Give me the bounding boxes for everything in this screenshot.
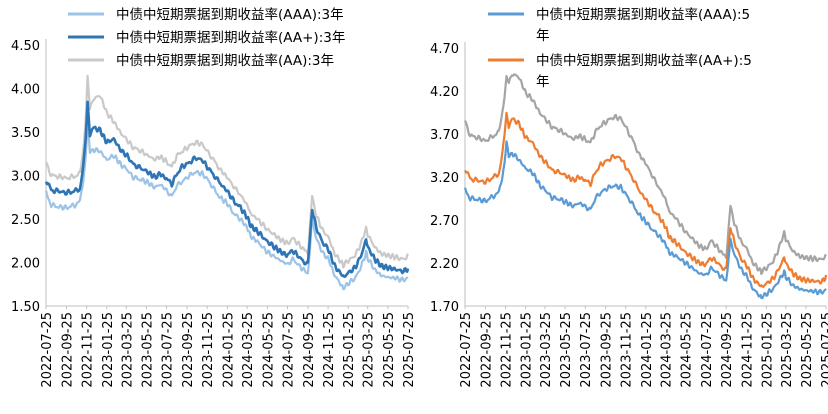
legend-label: 中债中短期票据到期收益率(AAA):5 (536, 6, 750, 23)
x-tick-label: 2024-01-25 (640, 312, 655, 388)
x-tick-label: 2023-09-25 (181, 312, 196, 388)
x-tick-label: 2024-05-25 (680, 312, 695, 388)
y-tick-label: 4.00 (11, 83, 40, 98)
x-tick-label: 2023-05-25 (559, 312, 574, 388)
y-tick-label: 2.00 (11, 257, 40, 272)
x-tick-label: 2022-07-25 (459, 312, 474, 388)
x-tick-label: 2022-07-25 (40, 312, 55, 388)
x-tick-label: 2023-07-25 (579, 312, 594, 388)
x-tick-label: 2023-01-25 (101, 312, 116, 388)
series-line-1 (463, 140, 827, 300)
x-tick-label: 2024-07-25 (281, 312, 296, 388)
y-tick-label: 4.50 (11, 39, 40, 54)
x-tick-label: 2023-03-25 (120, 312, 135, 388)
legend-label-wrap: 年 (536, 74, 550, 90)
y-tick-label: 4.70 (430, 42, 459, 57)
x-tick-label: 2024-01-25 (221, 312, 236, 388)
series-line-1 (44, 120, 409, 291)
x-tick-label: 2022-11-25 (81, 312, 96, 388)
x-tick-label: 2022-09-25 (60, 312, 75, 388)
y-tick-label: 2.20 (430, 257, 459, 272)
x-tick-label: 2023-03-25 (539, 312, 554, 388)
x-tick-label: 2023-11-25 (620, 312, 635, 388)
x-tick-label: 2025-01-25 (760, 312, 775, 388)
legend-label-wrap: 年 (536, 28, 550, 44)
x-tick-label: 2024-05-25 (261, 312, 276, 388)
x-tick-label: 2024-03-25 (241, 312, 256, 388)
x-tick-label: 2023-07-25 (161, 312, 176, 388)
x-tick-label: 2024-03-25 (660, 312, 675, 388)
x-tick-label: 2025-07-25 (820, 312, 828, 388)
x-tick-label: 2024-11-25 (322, 312, 337, 388)
legend-label: 中债中短期票据到期收益率(AAA):3年 (116, 6, 344, 23)
y-tick-label: 3.20 (430, 171, 459, 186)
legend-label: 中债中短期票据到期收益率(AA+):5 (536, 52, 752, 69)
x-tick-label: 2025-05-25 (800, 312, 815, 388)
y-tick-label: 1.50 (11, 300, 40, 315)
x-tick-label: 2024-09-25 (302, 312, 317, 388)
x-tick-label: 2023-09-25 (600, 312, 615, 388)
x-tick-label: 2024-07-25 (700, 312, 715, 388)
y-tick-label: 3.00 (11, 170, 40, 185)
series-line-2 (464, 111, 828, 288)
legend-label: 中债中短期票据到期收益率(AA+):3年 (116, 29, 345, 46)
x-tick-label: 2025-03-25 (780, 312, 795, 388)
x-tick-label: 2024-09-25 (720, 312, 735, 388)
x-tick-label: 2025-03-25 (362, 312, 377, 388)
x-tick-label: 2025-07-25 (402, 312, 417, 388)
series-line-2 (44, 100, 410, 278)
x-tick-label: 2022-11-25 (500, 312, 515, 388)
y-tick-label: 2.50 (11, 213, 40, 228)
y-tick-label: 4.20 (430, 85, 459, 100)
series-line-3 (45, 74, 409, 269)
x-tick-label: 2022-09-25 (479, 312, 494, 388)
legend-label: 中债中短期票据到期收益率(AA):3年 (116, 52, 334, 69)
x-tick-label: 2024-11-25 (740, 312, 755, 388)
y-tick-label: 3.50 (11, 126, 40, 141)
x-tick-label: 2023-11-25 (201, 312, 216, 388)
x-tick-label: 2025-05-25 (382, 312, 397, 388)
x-tick-label: 2023-05-25 (140, 312, 155, 388)
x-tick-label: 2025-01-25 (342, 312, 357, 388)
x-tick-label: 2023-01-25 (520, 312, 535, 388)
y-tick-label: 2.70 (430, 214, 459, 229)
y-tick-label: 1.70 (430, 300, 459, 315)
series-line-3 (464, 73, 827, 275)
y-tick-label: 3.70 (430, 128, 459, 143)
